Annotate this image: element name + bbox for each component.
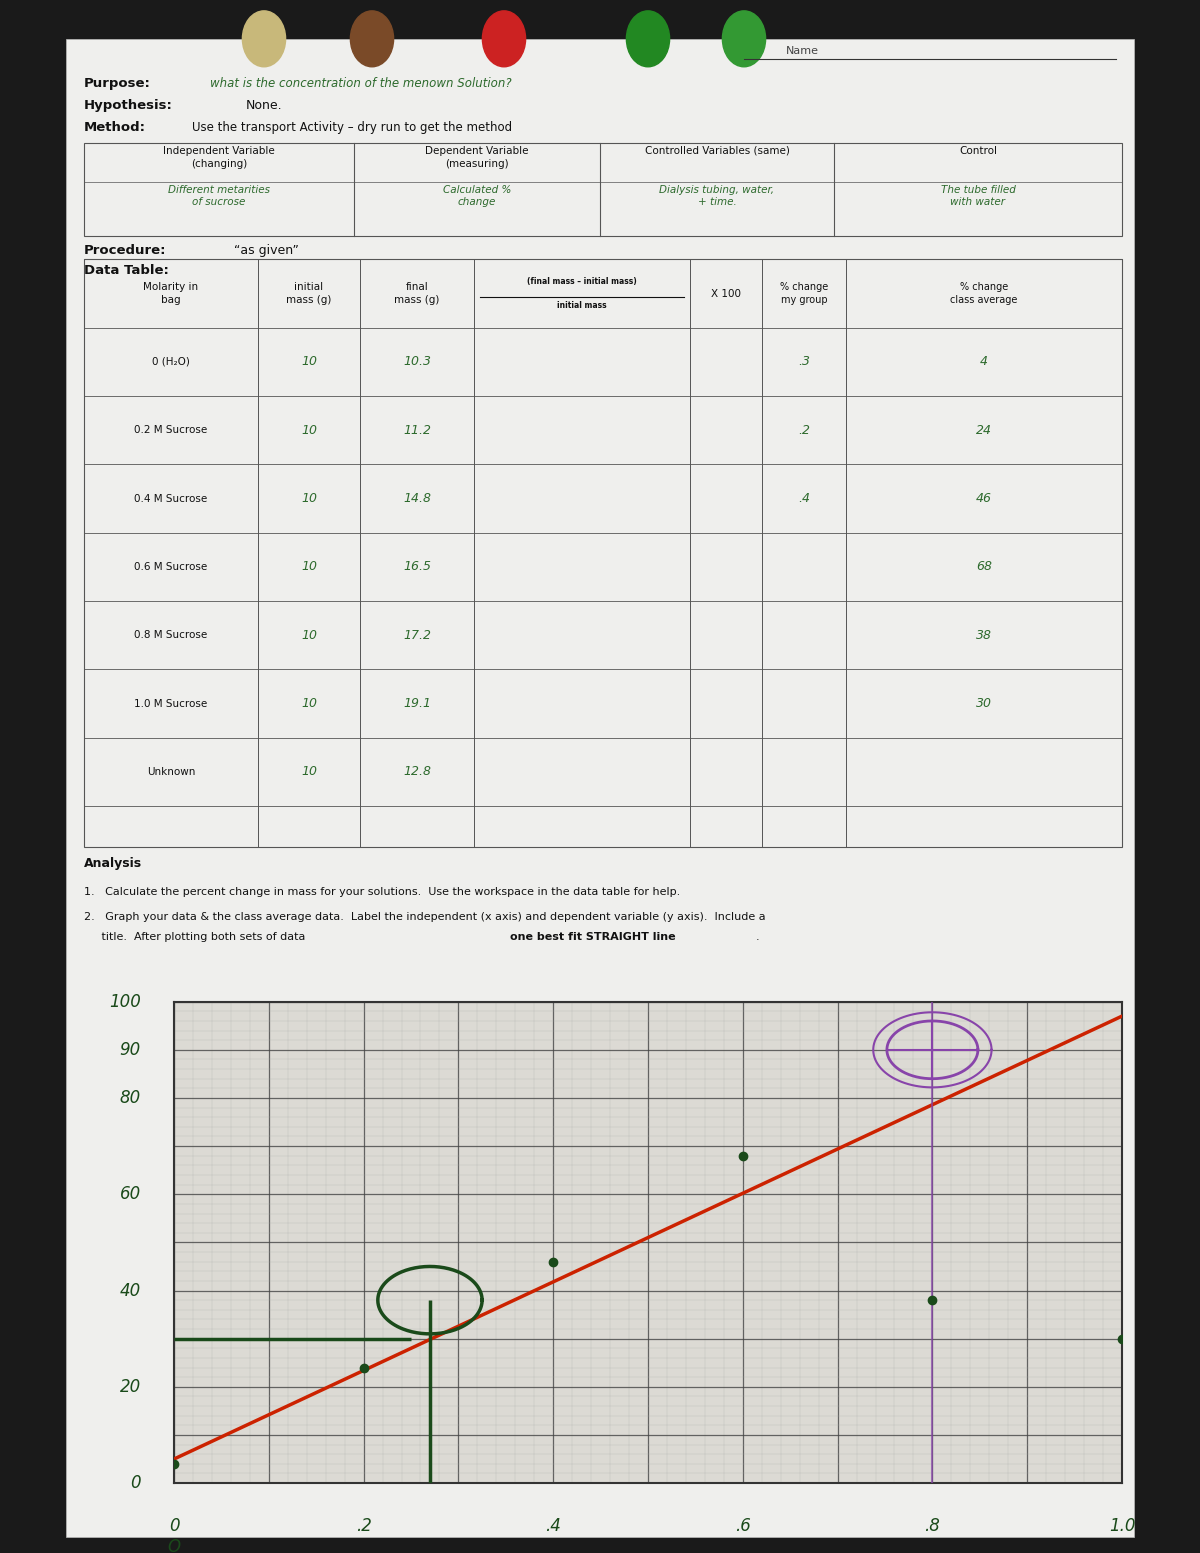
Text: final
mass (g): final mass (g) bbox=[395, 283, 439, 304]
Text: 24: 24 bbox=[976, 424, 992, 436]
Text: initial
mass (g): initial mass (g) bbox=[287, 283, 331, 304]
Text: Calculated %
change: Calculated % change bbox=[443, 185, 511, 207]
Text: Control: Control bbox=[959, 146, 997, 155]
Text: 0 (H₂O): 0 (H₂O) bbox=[152, 357, 190, 367]
Text: 100: 100 bbox=[109, 992, 140, 1011]
Text: .8: .8 bbox=[924, 1517, 941, 1534]
Text: 10.3: 10.3 bbox=[403, 356, 431, 368]
Text: Controlled Variables (same): Controlled Variables (same) bbox=[644, 146, 790, 155]
Text: 0.2 M Sucrose: 0.2 M Sucrose bbox=[134, 426, 208, 435]
Text: .: . bbox=[756, 932, 760, 943]
Text: 10: 10 bbox=[301, 356, 317, 368]
Circle shape bbox=[242, 11, 286, 67]
Text: 17.2: 17.2 bbox=[403, 629, 431, 641]
Text: Hypothesis:: Hypothesis: bbox=[84, 99, 173, 112]
Text: 10: 10 bbox=[301, 561, 317, 573]
Text: 68: 68 bbox=[976, 561, 992, 573]
Text: .4: .4 bbox=[798, 492, 810, 505]
Circle shape bbox=[722, 11, 766, 67]
Text: 0
O: 0 O bbox=[168, 1517, 180, 1553]
Text: 2.   Graph your data & the class average data.  Label the independent (x axis) a: 2. Graph your data & the class average d… bbox=[84, 912, 766, 922]
Text: 20: 20 bbox=[120, 1378, 140, 1396]
Text: 14.8: 14.8 bbox=[403, 492, 431, 505]
Text: 1.0 M Sucrose: 1.0 M Sucrose bbox=[134, 699, 208, 708]
Text: .4: .4 bbox=[545, 1517, 562, 1534]
Text: title.  After plotting both sets of data: title. After plotting both sets of data bbox=[84, 932, 308, 943]
Text: Method:: Method: bbox=[84, 121, 146, 134]
Text: 30: 30 bbox=[976, 697, 992, 710]
Text: X 100: X 100 bbox=[710, 289, 742, 298]
Text: Purpose:: Purpose: bbox=[84, 78, 151, 90]
Text: 19.1: 19.1 bbox=[403, 697, 431, 710]
FancyBboxPatch shape bbox=[66, 39, 1134, 1537]
Text: .6: .6 bbox=[734, 1517, 751, 1534]
Text: Data Table:: Data Table: bbox=[84, 264, 169, 276]
Text: None.: None. bbox=[246, 99, 283, 112]
Text: what is the concentration of the menown Solution?: what is the concentration of the menown … bbox=[210, 78, 511, 90]
Text: Name: Name bbox=[786, 47, 818, 56]
Text: 80: 80 bbox=[120, 1089, 140, 1107]
Text: % change
my group: % change my group bbox=[780, 283, 828, 304]
Text: 0.8 M Sucrose: 0.8 M Sucrose bbox=[134, 631, 208, 640]
Text: Unknown: Unknown bbox=[146, 767, 196, 776]
Text: 10: 10 bbox=[301, 629, 317, 641]
Text: 1.0: 1.0 bbox=[1109, 1517, 1135, 1534]
Text: initial mass: initial mass bbox=[557, 301, 607, 311]
Text: .2: .2 bbox=[355, 1517, 372, 1534]
Text: Different metarities
of sucrose: Different metarities of sucrose bbox=[168, 185, 270, 207]
Text: Independent Variable
(changing): Independent Variable (changing) bbox=[163, 146, 275, 169]
Text: 10: 10 bbox=[301, 697, 317, 710]
Text: 0.6 M Sucrose: 0.6 M Sucrose bbox=[134, 562, 208, 572]
Text: .2: .2 bbox=[798, 424, 810, 436]
Circle shape bbox=[350, 11, 394, 67]
Text: Dialysis tubing, water,
+ time.: Dialysis tubing, water, + time. bbox=[660, 185, 774, 207]
Text: Procedure:: Procedure: bbox=[84, 244, 167, 256]
Text: 0: 0 bbox=[130, 1474, 140, 1492]
Text: The tube filled
with water: The tube filled with water bbox=[941, 185, 1015, 207]
Text: 0.4 M Sucrose: 0.4 M Sucrose bbox=[134, 494, 208, 503]
Text: 38: 38 bbox=[976, 629, 992, 641]
Circle shape bbox=[626, 11, 670, 67]
Text: 46: 46 bbox=[976, 492, 992, 505]
Text: 10: 10 bbox=[301, 424, 317, 436]
Text: 4: 4 bbox=[980, 356, 988, 368]
Text: one best fit STRAIGHT line: one best fit STRAIGHT line bbox=[510, 932, 676, 943]
Text: Molarity in
bag: Molarity in bag bbox=[144, 283, 198, 304]
Text: 10: 10 bbox=[301, 492, 317, 505]
Text: 12.8: 12.8 bbox=[403, 766, 431, 778]
Text: (final mass – initial mass): (final mass – initial mass) bbox=[527, 276, 637, 286]
Text: 11.2: 11.2 bbox=[403, 424, 431, 436]
Circle shape bbox=[482, 11, 526, 67]
Text: 60: 60 bbox=[120, 1185, 140, 1204]
Text: % change
class average: % change class average bbox=[950, 283, 1018, 304]
Text: Analysis: Analysis bbox=[84, 857, 142, 870]
Text: Use the transport Activity – dry run to get the method: Use the transport Activity – dry run to … bbox=[192, 121, 512, 134]
Text: 10: 10 bbox=[301, 766, 317, 778]
Text: Dependent Variable
(measuring): Dependent Variable (measuring) bbox=[425, 146, 529, 169]
Text: “as given”: “as given” bbox=[234, 244, 299, 256]
Text: 1.   Calculate the percent change in mass for your solutions.  Use the workspace: 1. Calculate the percent change in mass … bbox=[84, 887, 680, 898]
Text: 90: 90 bbox=[120, 1041, 140, 1059]
Text: 40: 40 bbox=[120, 1281, 140, 1300]
Text: .3: .3 bbox=[798, 356, 810, 368]
Text: 16.5: 16.5 bbox=[403, 561, 431, 573]
